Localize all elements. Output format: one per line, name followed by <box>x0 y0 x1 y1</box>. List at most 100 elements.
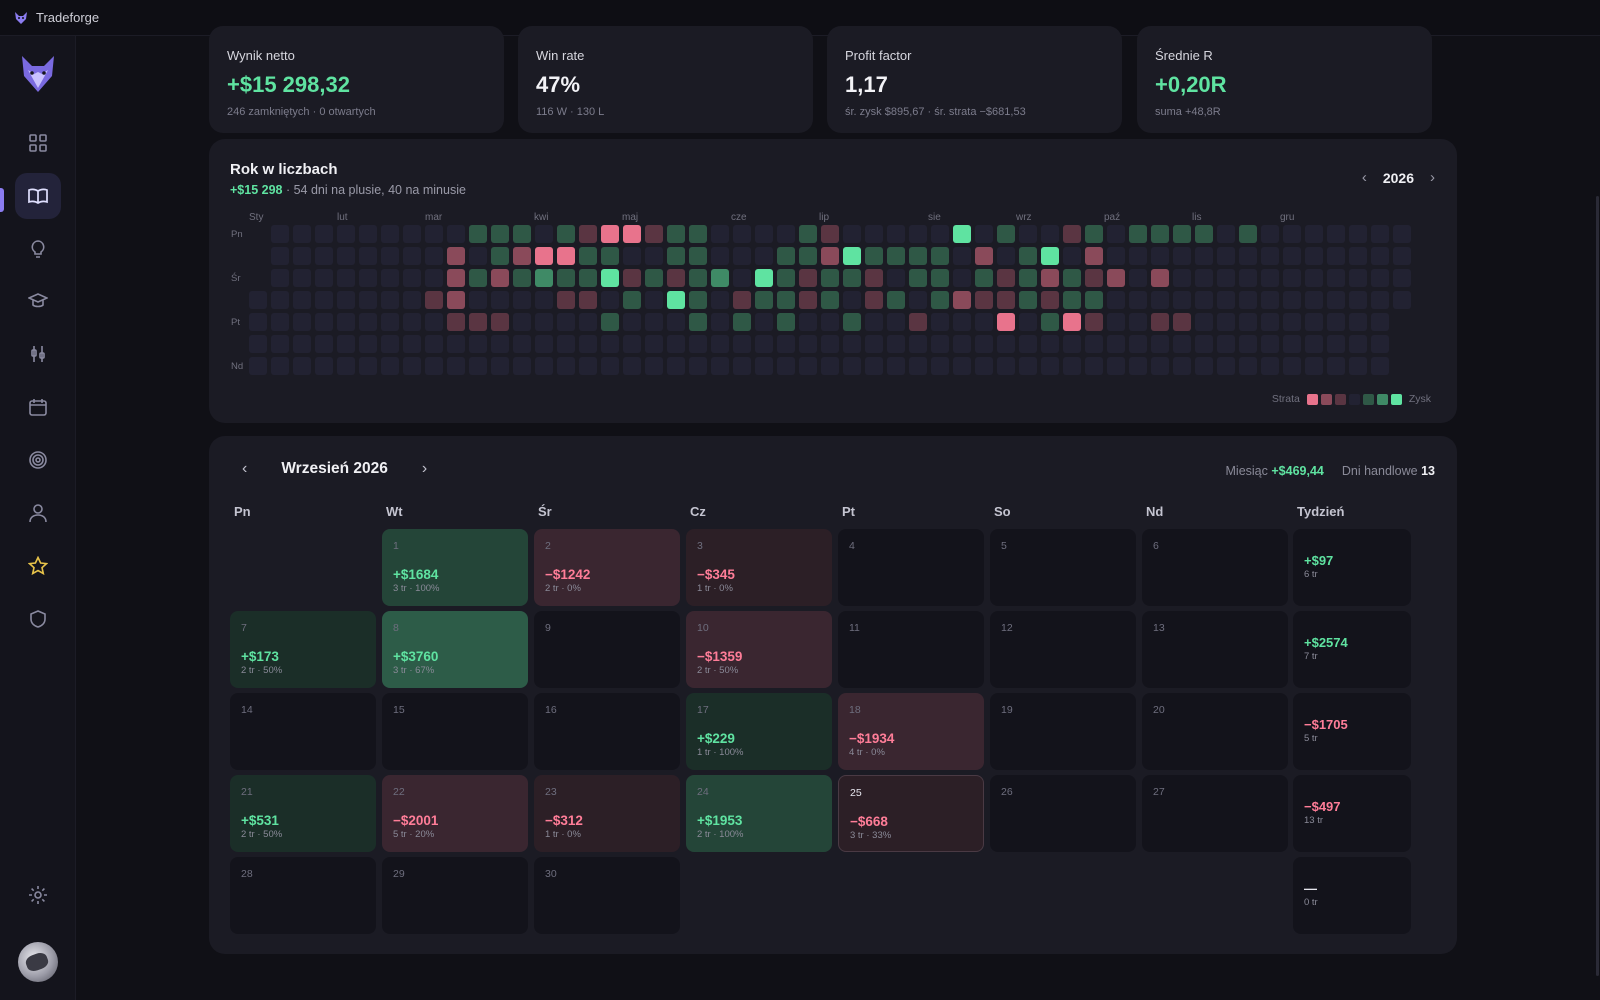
heatmap-day[interactable] <box>1151 313 1169 331</box>
heatmap-day[interactable] <box>667 291 685 309</box>
calendar-day[interactable]: 23 −$312 1 tr · 0% <box>534 775 680 852</box>
calendar-day[interactable]: 4 <box>838 529 984 606</box>
heatmap-day[interactable] <box>777 291 795 309</box>
heatmap-day[interactable] <box>997 269 1015 287</box>
heatmap-day[interactable] <box>843 247 861 265</box>
heatmap-day[interactable] <box>601 225 619 243</box>
heatmap-day[interactable] <box>711 247 729 265</box>
scrollbar[interactable] <box>1595 36 1600 1000</box>
heatmap-day[interactable] <box>1349 313 1367 331</box>
heatmap-day[interactable] <box>821 357 839 375</box>
heatmap-day[interactable] <box>1217 269 1235 287</box>
heatmap-day[interactable] <box>1239 247 1257 265</box>
heatmap-day[interactable] <box>1371 335 1389 353</box>
heatmap-day[interactable] <box>711 313 729 331</box>
heatmap-day[interactable] <box>337 291 355 309</box>
heatmap-day[interactable] <box>667 269 685 287</box>
heatmap-day[interactable] <box>865 357 883 375</box>
heatmap-day[interactable] <box>337 335 355 353</box>
heatmap-day[interactable] <box>1041 335 1059 353</box>
heatmap-day[interactable] <box>469 357 487 375</box>
heatmap-day[interactable] <box>513 335 531 353</box>
heatmap-day[interactable] <box>733 291 751 309</box>
heatmap-day[interactable] <box>271 225 289 243</box>
heatmap-day[interactable] <box>491 269 509 287</box>
heatmap-day[interactable] <box>1107 291 1125 309</box>
heatmap-day[interactable] <box>887 291 905 309</box>
heatmap-day[interactable] <box>1019 269 1037 287</box>
heatmap-day[interactable] <box>425 335 443 353</box>
heatmap-day[interactable] <box>755 225 773 243</box>
heatmap-day[interactable] <box>1217 247 1235 265</box>
heatmap-day[interactable] <box>513 269 531 287</box>
heatmap-day[interactable] <box>535 335 553 353</box>
heatmap-day[interactable] <box>447 291 465 309</box>
heatmap-day[interactable] <box>381 313 399 331</box>
heatmap-day[interactable] <box>733 335 751 353</box>
heatmap-day[interactable] <box>821 313 839 331</box>
calendar-day[interactable]: 1 +$1684 3 tr · 100% <box>382 529 528 606</box>
calendar-day[interactable]: 25 −$668 3 tr · 33% <box>838 775 984 852</box>
heatmap-day[interactable] <box>601 313 619 331</box>
heatmap-day[interactable] <box>557 335 575 353</box>
heatmap-day[interactable] <box>1151 269 1169 287</box>
heatmap-day[interactable] <box>865 313 883 331</box>
heatmap-day[interactable] <box>425 357 443 375</box>
sidebar-item-security[interactable] <box>15 596 61 642</box>
heatmap-day[interactable] <box>1327 357 1345 375</box>
heatmap-day[interactable] <box>579 247 597 265</box>
heatmap-day[interactable] <box>623 225 641 243</box>
calendar-day[interactable]: 20 <box>1142 693 1288 770</box>
heatmap-day[interactable] <box>315 247 333 265</box>
heatmap-day[interactable] <box>403 247 421 265</box>
heatmap-day[interactable] <box>777 247 795 265</box>
prev-month-button[interactable]: ‹ <box>242 460 248 477</box>
heatmap-day[interactable] <box>1371 313 1389 331</box>
heatmap-day[interactable] <box>359 291 377 309</box>
heatmap-day[interactable] <box>1327 313 1345 331</box>
heatmap-day[interactable] <box>469 225 487 243</box>
heatmap-day[interactable] <box>1041 269 1059 287</box>
heatmap-day[interactable] <box>1173 225 1191 243</box>
heatmap-day[interactable] <box>909 247 927 265</box>
heatmap-day[interactable] <box>821 225 839 243</box>
heatmap-day[interactable] <box>557 291 575 309</box>
sidebar-item-dashboard[interactable] <box>15 120 61 166</box>
heatmap-day[interactable] <box>315 291 333 309</box>
heatmap-day[interactable] <box>359 335 377 353</box>
calendar-day[interactable]: 13 <box>1142 611 1288 688</box>
heatmap-day[interactable] <box>271 247 289 265</box>
heatmap-day[interactable] <box>1019 291 1037 309</box>
heatmap-day[interactable] <box>469 269 487 287</box>
heatmap-day[interactable] <box>1349 247 1367 265</box>
calendar-day[interactable]: 6 <box>1142 529 1288 606</box>
next-month-button[interactable]: › <box>421 460 428 477</box>
calendar-day[interactable]: 14 <box>230 693 376 770</box>
heatmap-day[interactable] <box>293 225 311 243</box>
heatmap-day[interactable] <box>931 313 949 331</box>
heatmap-day[interactable] <box>337 313 355 331</box>
heatmap-day[interactable] <box>425 225 443 243</box>
heatmap-day[interactable] <box>293 357 311 375</box>
heatmap-day[interactable] <box>733 269 751 287</box>
heatmap-day[interactable] <box>997 335 1015 353</box>
heatmap-day[interactable] <box>623 291 641 309</box>
heatmap-day[interactable] <box>755 247 773 265</box>
sidebar-item-profile[interactable] <box>15 490 61 536</box>
heatmap-day[interactable] <box>1063 313 1081 331</box>
heatmap-day[interactable] <box>315 357 333 375</box>
heatmap-day[interactable] <box>271 357 289 375</box>
heatmap-day[interactable] <box>1327 335 1345 353</box>
heatmap-day[interactable] <box>337 247 355 265</box>
heatmap-day[interactable] <box>1085 247 1103 265</box>
heatmap-day[interactable] <box>645 291 663 309</box>
heatmap-day[interactable] <box>1019 335 1037 353</box>
heatmap-day[interactable] <box>1107 247 1125 265</box>
heatmap-day[interactable] <box>1349 269 1367 287</box>
heatmap-day[interactable] <box>931 247 949 265</box>
heatmap-day[interactable] <box>1173 269 1191 287</box>
heatmap-day[interactable] <box>953 357 971 375</box>
heatmap-day[interactable] <box>843 269 861 287</box>
week-summary[interactable]: −$1705 5 tr <box>1293 693 1411 770</box>
heatmap-day[interactable] <box>1349 225 1367 243</box>
